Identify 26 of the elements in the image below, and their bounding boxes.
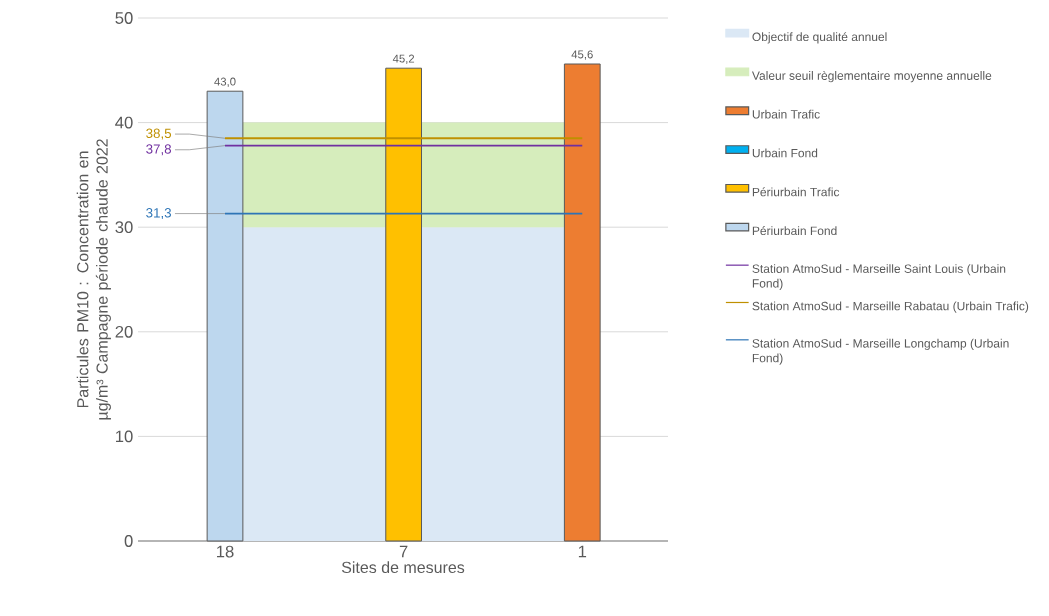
legend-label: Objectif de qualité annuel	[752, 32, 887, 44]
legend-label: Urbain Trafic	[752, 109, 820, 119]
legend-label: Périurbain Fond	[752, 226, 837, 236]
x-tick-label: 18	[217, 545, 234, 558]
y-tick-label: 10	[116, 430, 133, 443]
y-tick-label: 30	[115, 221, 133, 234]
y-tick-label: 20	[115, 325, 133, 338]
data-label: 37,8	[146, 144, 172, 156]
y-tick-label: 0	[124, 535, 133, 547]
legend-label: Périurbain Trafic	[752, 187, 840, 197]
data-label: 38,5	[146, 128, 172, 140]
y-axis-title: Particules PM10 : Concentration en µg/m³ Campagne période chaude 2022	[76, 139, 111, 420]
x-tick-label: 7	[399, 545, 408, 558]
y-tick-label: 40	[115, 116, 133, 129]
data-label: 45,2	[392, 54, 415, 64]
legend-label: Station AtmoSud - Marseille Saint Louis (Urbain Fond)	[752, 264, 1006, 291]
legend-label: Station AtmoSud - Marseille Rabatau (Urbain Trafic)	[752, 301, 1029, 313]
legend-label: Urbain Fond	[752, 148, 818, 158]
data-label: 43,0	[214, 77, 236, 87]
legend-label: Valeur seuil règlementaire moyenne annuelle	[751, 70, 992, 83]
legend-label: Station AtmoSud - Marseille Longchamp (Urbain Fond)	[752, 338, 1009, 365]
y-tick-label: 50	[115, 12, 133, 24]
data-label: 45,6	[571, 50, 593, 60]
x-tick-label: 1	[578, 545, 587, 558]
data-label: 31,3	[146, 208, 172, 220]
x-axis-title: Sites de mesures	[341, 561, 465, 574]
